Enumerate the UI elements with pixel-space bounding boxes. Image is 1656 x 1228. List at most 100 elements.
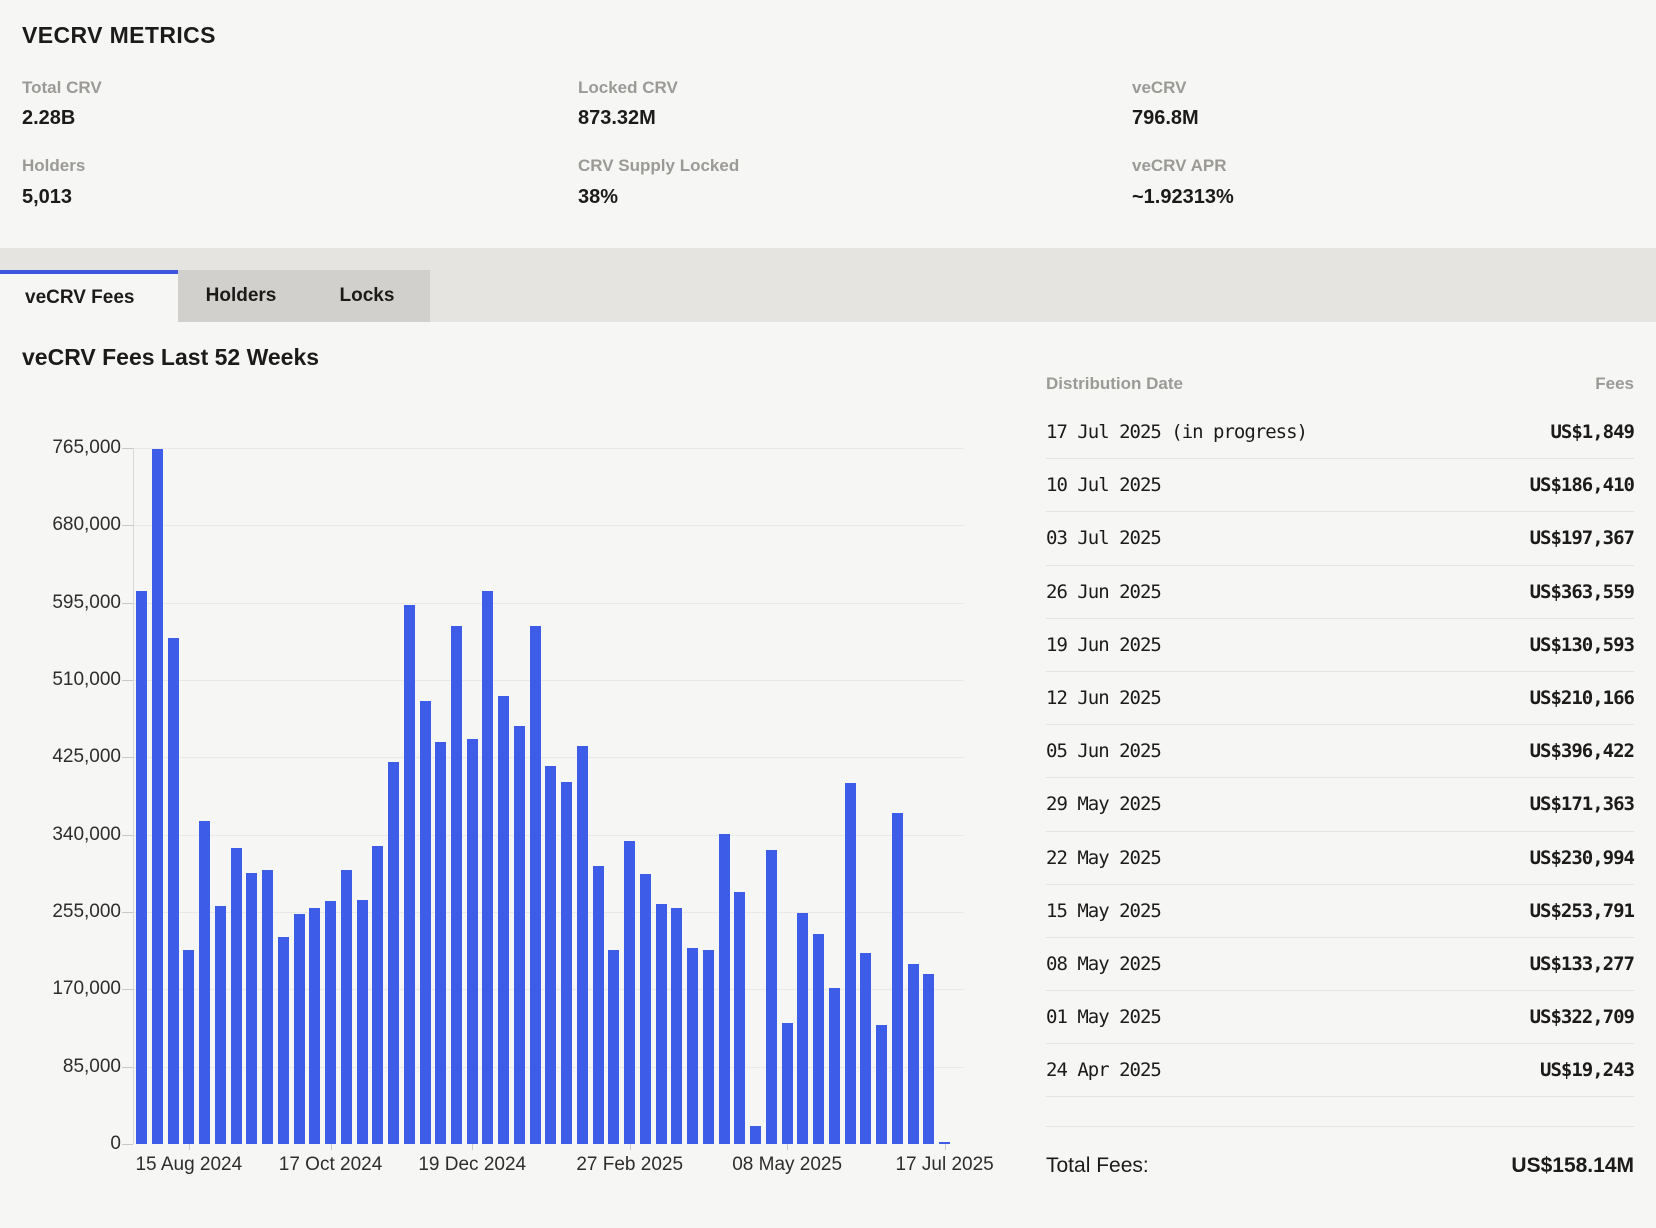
x-axis-tick-label: 17 Jul 2025 [875, 1154, 1015, 1176]
fee-bar[interactable] [671, 908, 682, 1144]
metric-label: CRV Supply Locked [578, 156, 978, 176]
fee-bar[interactable] [183, 950, 194, 1144]
y-axis-tick-label: 340,000 [0, 824, 121, 846]
total-fees-label: Total Fees: [1046, 1154, 1149, 1178]
fee-bar[interactable] [168, 638, 179, 1144]
table-row: 05 Jun 2025US$396,422 [1046, 725, 1634, 778]
x-axis-tick [945, 1144, 946, 1150]
fee-bar[interactable] [152, 449, 163, 1144]
fee-bar[interactable] [923, 974, 934, 1144]
metric-vecrv: veCRV796.8M [1132, 78, 1532, 130]
fee-bar[interactable] [136, 591, 147, 1144]
fee-bar[interactable] [215, 906, 226, 1144]
distribution-date: 26 Jun 2025 [1046, 581, 1161, 603]
fee-bar[interactable] [782, 1023, 793, 1144]
fee-bar[interactable] [608, 950, 619, 1144]
fee-bar[interactable] [325, 901, 336, 1144]
fee-amount: US$19,243 [1540, 1059, 1634, 1081]
fee-bar[interactable] [876, 1025, 887, 1144]
fee-bar[interactable] [482, 591, 493, 1144]
fee-bar[interactable] [309, 908, 320, 1144]
fee-amount: US$1,849 [1550, 421, 1634, 443]
fee-bar[interactable] [451, 626, 462, 1144]
distribution-date: 01 May 2025 [1046, 1006, 1161, 1028]
fee-bar[interactable] [388, 762, 399, 1144]
total-fees-value: US$158.14M [1511, 1154, 1634, 1178]
fee-bar[interactable] [435, 742, 446, 1144]
fee-bar[interactable] [624, 841, 635, 1144]
fee-bar[interactable] [372, 846, 383, 1144]
fee-bar[interactable] [908, 964, 919, 1144]
fee-bar[interactable] [278, 937, 289, 1144]
fee-bar[interactable] [797, 913, 808, 1144]
table-row: 12 Jun 2025US$210,166 [1046, 672, 1634, 725]
fee-bar[interactable] [467, 739, 478, 1144]
fee-bar[interactable] [593, 866, 604, 1144]
x-axis-tick-label: 19 Dec 2024 [402, 1154, 542, 1176]
table-row: 26 Jun 2025US$363,559 [1046, 566, 1634, 619]
metric-value: 873.32M [578, 107, 978, 130]
fee-bar[interactable] [577, 746, 588, 1144]
fee-bar[interactable] [357, 900, 368, 1144]
fee-bar[interactable] [341, 870, 352, 1144]
tab-locks[interactable]: Locks [304, 270, 430, 322]
x-axis-tick-label: 27 Feb 2025 [560, 1154, 700, 1176]
gridline [134, 680, 964, 681]
table-row: 10 Jul 2025US$186,410 [1046, 459, 1634, 512]
table-header-date: Distribution Date [1046, 374, 1183, 406]
fee-bar[interactable] [703, 950, 714, 1144]
fee-bar[interactable] [530, 626, 541, 1144]
y-axis-tick-label: 0 [0, 1133, 121, 1155]
fee-bar[interactable] [199, 821, 210, 1144]
vecrv-dashboard: VECRV METRICS Total CRV2.28BLocked CRV87… [0, 0, 1656, 1228]
fee-bar[interactable] [246, 873, 257, 1144]
tab-bar: veCRV Fees Holders Locks [0, 248, 1656, 322]
distribution-date: 08 May 2025 [1046, 953, 1161, 975]
distribution-date: 12 Jun 2025 [1046, 687, 1161, 709]
fee-bar[interactable] [404, 605, 415, 1144]
tab-vecrv-fees[interactable]: veCRV Fees [0, 270, 178, 322]
fee-bar[interactable] [734, 892, 745, 1144]
fee-bar[interactable] [750, 1126, 761, 1144]
table-row: 29 May 2025US$171,363 [1046, 778, 1634, 831]
table-row: 19 Jun 2025US$130,593 [1046, 619, 1634, 672]
metric-value: 2.28B [22, 107, 422, 130]
fee-bar[interactable] [420, 701, 431, 1144]
fee-bar[interactable] [829, 988, 840, 1144]
table-total-row: Total Fees: US$158.14M [1046, 1127, 1634, 1178]
y-axis-tick [122, 448, 133, 449]
metric-holders: Holders5,013 [22, 156, 422, 209]
fees-bar-chart: 15 Aug 202417 Oct 202419 Dec 202427 Feb … [133, 448, 963, 1144]
y-axis-tick [122, 1067, 133, 1068]
fee-bar[interactable] [231, 848, 242, 1144]
fee-bar[interactable] [498, 696, 509, 1144]
x-axis-tick [787, 1144, 788, 1150]
gridline [134, 525, 964, 526]
fee-bar[interactable] [892, 813, 903, 1144]
fee-bar[interactable] [545, 766, 556, 1144]
y-axis-tick-label: 680,000 [0, 514, 121, 536]
y-axis-tick [122, 912, 133, 913]
y-axis-tick-label: 85,000 [0, 1056, 121, 1078]
fee-amount: US$133,277 [1530, 953, 1634, 975]
fee-bar[interactable] [262, 870, 273, 1144]
fee-bar[interactable] [860, 953, 871, 1144]
table-row: 24 Apr 2025US$19,243 [1046, 1044, 1634, 1097]
distribution-date: 15 May 2025 [1046, 900, 1161, 922]
fee-bar[interactable] [687, 948, 698, 1144]
metric-label: Locked CRV [578, 78, 978, 98]
fee-bar[interactable] [766, 850, 777, 1144]
y-axis-tick-label: 595,000 [0, 592, 121, 614]
fee-bar[interactable] [813, 934, 824, 1144]
fee-bar[interactable] [656, 904, 667, 1144]
fee-bar[interactable] [561, 782, 572, 1144]
fee-bar[interactable] [514, 726, 525, 1144]
tab-holders[interactable]: Holders [178, 270, 304, 322]
fee-bar[interactable] [640, 874, 651, 1144]
fee-bar[interactable] [294, 914, 305, 1144]
x-axis-tick-label: 15 Aug 2024 [119, 1154, 259, 1176]
distribution-date: 17 Jul 2025 (in progress) [1046, 421, 1307, 443]
fee-bar[interactable] [719, 834, 730, 1144]
fee-amount: US$130,593 [1530, 634, 1634, 656]
fee-bar[interactable] [845, 783, 856, 1144]
